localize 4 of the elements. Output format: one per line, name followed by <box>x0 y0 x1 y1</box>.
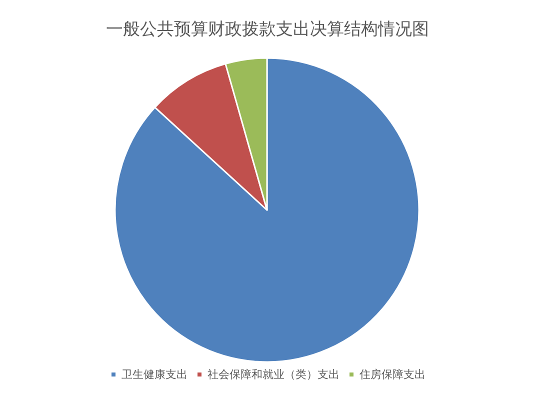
legend-label: 住房保障支出 <box>360 368 426 381</box>
chart-title: 一般公共预算财政拨款支出决算结构情况图 <box>106 20 429 40</box>
legend-label: 社会保障和就业（类）支出 <box>208 368 340 381</box>
legend-label: 卫生健康支出 <box>122 368 188 381</box>
